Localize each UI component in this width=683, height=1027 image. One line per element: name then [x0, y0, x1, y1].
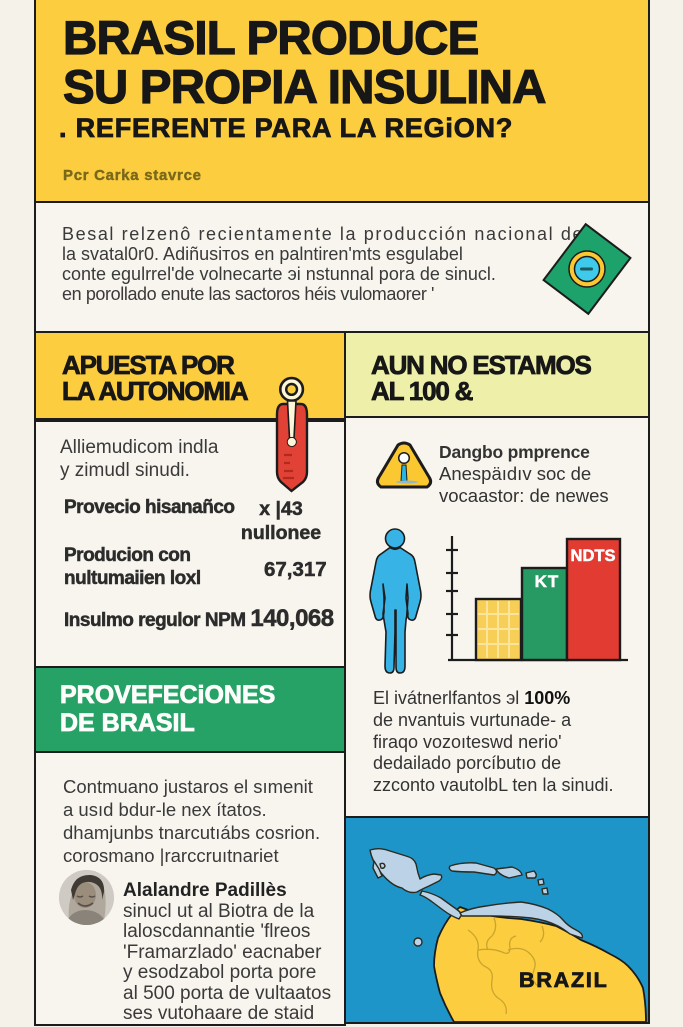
svg-text:KT: KT	[535, 572, 560, 591]
svg-text:BRAZIL: BRAZIL	[519, 968, 609, 992]
svg-text:NDTS: NDTS	[571, 547, 616, 565]
